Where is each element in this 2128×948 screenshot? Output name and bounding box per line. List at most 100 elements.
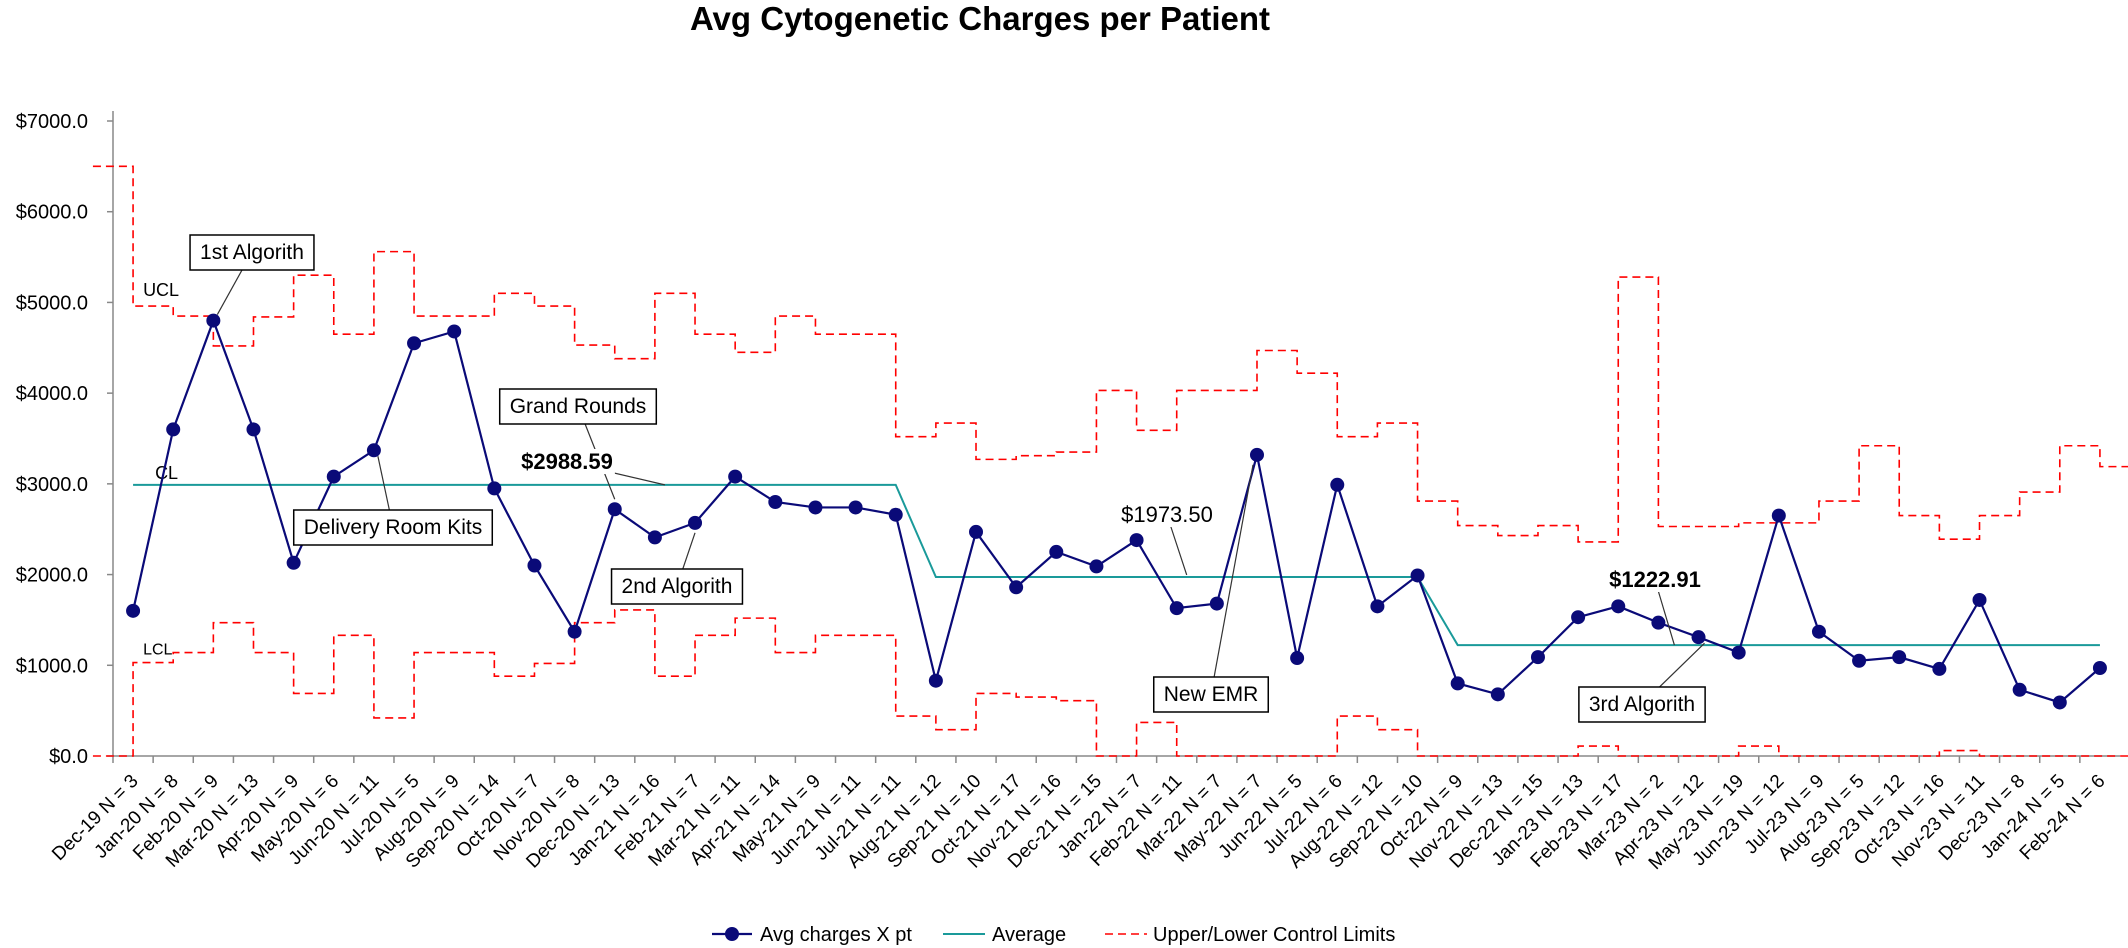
data-point — [848, 500, 863, 515]
data-point — [1009, 580, 1024, 595]
data-point — [1530, 650, 1545, 665]
data-point — [1290, 651, 1305, 666]
y-tick-label: $0.0 — [49, 746, 88, 768]
data-point — [1490, 687, 1505, 702]
data-point — [126, 603, 141, 618]
data-point — [1611, 599, 1626, 614]
data-point — [607, 502, 622, 517]
y-tick-label: $1000.0 — [16, 655, 88, 677]
data-point — [447, 324, 462, 339]
data-point — [286, 555, 301, 570]
y-tick-label: $3000.0 — [16, 474, 88, 496]
average-series-line — [133, 483, 2100, 647]
data-point — [246, 422, 261, 437]
y-tick-label: $6000.0 — [16, 202, 88, 224]
annotation-bg — [519, 449, 615, 474]
data-point — [1129, 533, 1144, 548]
annotation-text: $1973.50 — [1121, 502, 1213, 527]
cl-label: CL — [155, 463, 178, 483]
annotation-bg — [1607, 567, 1703, 592]
data-point — [1771, 508, 1786, 523]
annotation-text: $2988.59 — [521, 449, 613, 474]
data-point — [2092, 661, 2107, 676]
annotation-box — [292, 509, 494, 546]
data-point — [1249, 447, 1264, 462]
annotation-box — [498, 388, 658, 425]
data-point — [366, 443, 381, 458]
y-tick-label: $2000.0 — [16, 565, 88, 587]
data-point — [1330, 477, 1345, 492]
data-point — [808, 500, 823, 515]
annotation-text: 2nd Algorith — [622, 575, 733, 598]
data-point — [728, 469, 743, 484]
data-point — [1852, 653, 1867, 668]
data-point — [888, 507, 903, 522]
annotation-box — [1578, 686, 1706, 723]
data-point — [688, 515, 703, 530]
annotation-bg — [1119, 502, 1215, 527]
annotations: 1st Algorith Delivery Room Kits Grand Roun… — [189, 234, 1706, 723]
data-point — [2052, 695, 2067, 710]
chart-title: Avg Cytogenetic Charges per Patient — [689, 0, 1271, 37]
annotation-box — [189, 234, 315, 271]
data-point — [1811, 624, 1826, 639]
data-point — [928, 673, 943, 688]
annotation-text: Delivery Room Kits — [304, 516, 483, 539]
y-tick-label: $4000.0 — [16, 383, 88, 405]
y-tick-label: $5000.0 — [16, 292, 88, 314]
data-point — [647, 530, 662, 545]
annotation: $1222.91 — [1607, 567, 1703, 646]
data-point — [1209, 596, 1224, 611]
legend-label-average: Average — [992, 924, 1066, 946]
data-point — [2012, 682, 2027, 697]
legend-label-limits: Upper/Lower Control Limits — [1153, 924, 1395, 946]
lcl-label: LCL — [143, 642, 172, 659]
annotation-text: Grand Rounds — [510, 395, 647, 418]
data-point — [969, 524, 984, 539]
annotation: 1st Algorith — [189, 234, 315, 315]
annotation-text: New EMR — [1164, 683, 1259, 706]
annotation: 3rd Algorith — [1578, 642, 1706, 723]
annotation: Grand Rounds — [498, 388, 658, 500]
data-point — [206, 313, 221, 328]
average-line: UCL CL LCL — [133, 280, 2100, 659]
data-point — [1089, 559, 1104, 574]
annotation-box — [1152, 676, 1270, 713]
data-point — [326, 469, 341, 484]
data-point — [1450, 676, 1465, 691]
y-tick-label: $7000.0 — [16, 111, 88, 133]
data-point — [527, 558, 542, 573]
series-line — [131, 317, 2101, 704]
data-point — [1571, 610, 1586, 625]
legend: Avg charges X pt Average Upper/Lower Contr… — [712, 924, 1395, 946]
data-point — [1972, 592, 1987, 607]
legend-label-charges: Avg charges X pt — [760, 924, 912, 946]
annotation: $1973.50 — [1119, 502, 1215, 576]
data-point — [768, 495, 783, 509]
data-point — [1370, 599, 1385, 614]
data-point — [1892, 650, 1907, 665]
annotation-text: $1222.91 — [1609, 567, 1701, 592]
legend-marker-charges — [725, 927, 739, 941]
series-avg-charges — [126, 313, 2107, 710]
data-point — [567, 624, 582, 639]
annotation-box — [610, 568, 744, 605]
annotation: $2988.59 — [519, 449, 666, 486]
data-point — [487, 481, 502, 496]
annotation-text: 3rd Algorith — [1589, 693, 1695, 716]
annotation: New EMR — [1152, 464, 1270, 713]
annotation-leader — [1210, 464, 1254, 695]
data-point — [1932, 661, 1947, 676]
data-point — [1731, 645, 1746, 660]
data-point — [1049, 544, 1064, 559]
annotation: 2nd Algorith — [610, 532, 744, 605]
annotation-text: 1st Algorith — [200, 241, 304, 264]
data-point — [1691, 630, 1706, 645]
data-point — [1410, 568, 1425, 583]
control-limits — [92, 165, 2128, 757]
ucl-label: UCL — [143, 280, 179, 300]
data-point — [407, 336, 422, 351]
lower-control-limit — [92, 609, 2128, 757]
